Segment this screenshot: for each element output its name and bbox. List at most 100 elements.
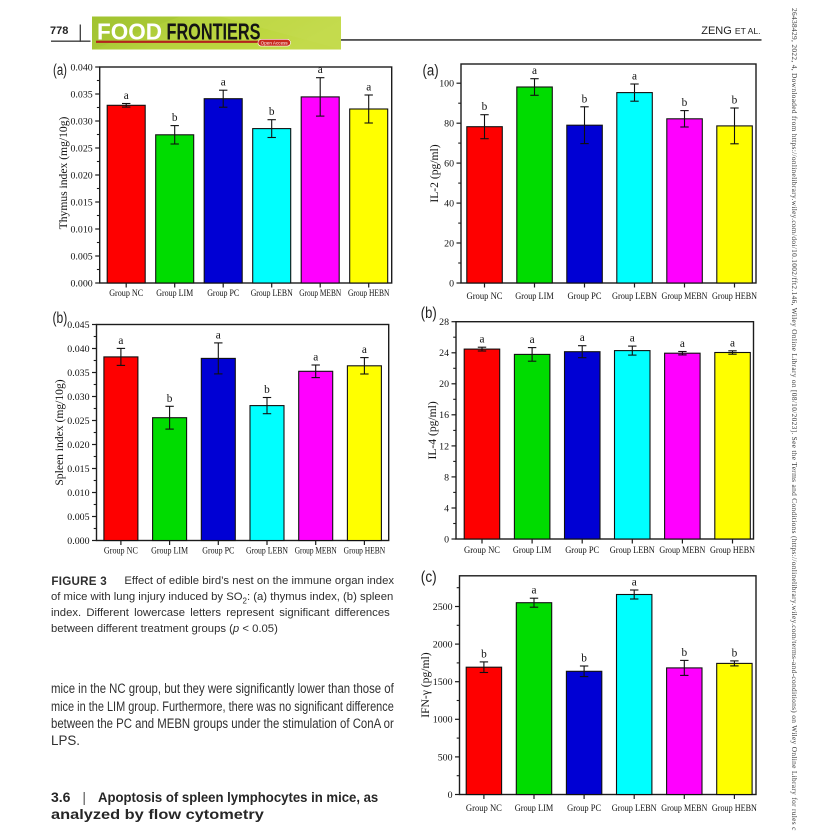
svg-text:b: b (264, 384, 270, 396)
svg-text:Group MEBN: Group MEBN (299, 288, 341, 299)
svg-text:Group HEBN: Group HEBN (348, 288, 390, 299)
svg-text:0.025: 0.025 (70, 143, 92, 154)
svg-text:b: b (681, 647, 687, 659)
svg-text:a: a (530, 334, 535, 346)
svg-text:FRONTIERS: FRONTIERS (167, 18, 261, 44)
svg-text:Group LEBN: Group LEBN (251, 288, 293, 299)
svg-text:a: a (124, 90, 129, 102)
svg-text:b: b (582, 93, 588, 105)
svg-text:Group NC: Group NC (467, 291, 503, 302)
svg-text:0: 0 (448, 790, 453, 801)
svg-text:1000: 1000 (433, 715, 453, 726)
svg-text:Group PC: Group PC (207, 288, 239, 299)
svg-text:Group MEBN: Group MEBN (295, 545, 337, 556)
svg-text:28: 28 (439, 317, 449, 328)
svg-text:80: 80 (444, 119, 454, 130)
svg-text:0: 0 (444, 534, 449, 545)
svg-text:20: 20 (439, 379, 449, 390)
svg-text:Group HEBN: Group HEBN (344, 545, 386, 556)
svg-text:FOOD: FOOD (97, 18, 162, 44)
svg-text:Group LIM: Group LIM (515, 803, 554, 814)
svg-text:(b): (b) (421, 305, 437, 322)
svg-text:a: a (730, 337, 735, 349)
svg-text:a: a (366, 82, 371, 94)
svg-text:b: b (732, 647, 738, 659)
svg-text:0.015: 0.015 (70, 197, 92, 208)
svg-text:Group LEBN: Group LEBN (246, 545, 288, 556)
svg-text:Group PC: Group PC (568, 291, 602, 302)
svg-text:a: a (318, 64, 323, 76)
svg-text:0.010: 0.010 (67, 488, 89, 499)
svg-text:0.025: 0.025 (67, 416, 89, 427)
svg-text:100: 100 (439, 79, 454, 90)
svg-text:Group HEBN: Group HEBN (712, 291, 757, 302)
svg-text:a: a (531, 585, 536, 597)
svg-text:Group LEBN: Group LEBN (612, 291, 657, 302)
svg-text:Group PC: Group PC (567, 803, 601, 814)
svg-text:0.035: 0.035 (70, 89, 92, 100)
svg-text:Group LIM: Group LIM (513, 545, 552, 556)
svg-text:2000: 2000 (433, 640, 453, 651)
svg-text:0.020: 0.020 (67, 440, 89, 451)
svg-text:Thymus index (mg/10g): Thymus index (mg/10g) (57, 117, 70, 230)
svg-text:60: 60 (444, 159, 454, 170)
svg-text:IL-4 (pg/ml): IL-4 (pg/ml) (426, 401, 439, 459)
svg-text:a: a (680, 338, 685, 350)
svg-text:a: a (118, 335, 123, 347)
svg-text:b: b (581, 653, 587, 665)
svg-text:1500: 1500 (433, 677, 453, 688)
svg-text:a: a (216, 329, 221, 341)
svg-text:Group LIM: Group LIM (156, 288, 193, 299)
svg-text:8: 8 (444, 472, 449, 483)
svg-text:0: 0 (449, 278, 454, 289)
svg-text:b: b (682, 97, 688, 109)
svg-text:0.005: 0.005 (67, 512, 89, 523)
svg-text:(a): (a) (423, 62, 439, 79)
svg-text:(c): (c) (421, 569, 437, 586)
svg-text:a: a (221, 77, 226, 89)
svg-text:Group LIM: Group LIM (151, 545, 188, 556)
svg-text:Open Access: Open Access (261, 40, 289, 45)
svg-text:Group MEBN: Group MEBN (659, 545, 705, 556)
svg-text:b: b (732, 95, 738, 107)
svg-text:Group HEBN: Group HEBN (712, 803, 757, 814)
svg-text:Group NC: Group NC (109, 288, 143, 299)
svg-text:Group LEBN: Group LEBN (610, 545, 655, 556)
svg-text:a: a (532, 65, 537, 77)
svg-text:b: b (172, 112, 178, 124)
svg-text:12: 12 (439, 441, 449, 452)
svg-text:(a): (a) (53, 62, 67, 79)
svg-text:Group LIM: Group LIM (515, 291, 554, 302)
svg-text:16: 16 (439, 410, 449, 421)
svg-text:a: a (580, 332, 585, 344)
svg-text:Group PC: Group PC (565, 545, 599, 556)
svg-text:Group NC: Group NC (466, 803, 502, 814)
svg-text:a: a (632, 71, 637, 83)
svg-text:0.020: 0.020 (70, 170, 92, 181)
svg-text:Group NC: Group NC (464, 545, 500, 556)
svg-text:0.035: 0.035 (67, 368, 89, 379)
svg-text:a: a (630, 333, 635, 345)
svg-text:0.010: 0.010 (70, 224, 92, 235)
svg-text:500: 500 (438, 752, 453, 763)
svg-text:b: b (481, 648, 487, 660)
svg-text:Group PC: Group PC (202, 545, 234, 556)
svg-text:a: a (313, 352, 318, 364)
svg-text:40: 40 (444, 199, 454, 210)
svg-text:Group MEBN: Group MEBN (661, 803, 707, 814)
svg-text:0.040: 0.040 (67, 344, 89, 355)
svg-text:0.030: 0.030 (70, 116, 92, 127)
svg-text:IFN-γ (pg/ml): IFN-γ (pg/ml) (419, 652, 432, 717)
svg-text:4: 4 (444, 503, 449, 514)
svg-text:Group HEBN: Group HEBN (710, 545, 755, 556)
svg-text:0.015: 0.015 (67, 464, 89, 475)
svg-text:b: b (269, 106, 275, 118)
svg-text:(b): (b) (53, 310, 68, 327)
svg-text:Group LEBN: Group LEBN (612, 803, 657, 814)
svg-text:20: 20 (444, 238, 454, 249)
svg-text:0.045: 0.045 (67, 320, 89, 331)
svg-text:b: b (167, 393, 173, 405)
svg-text:0.030: 0.030 (67, 392, 89, 403)
svg-text:0.000: 0.000 (70, 278, 92, 289)
svg-text:24: 24 (439, 348, 449, 359)
